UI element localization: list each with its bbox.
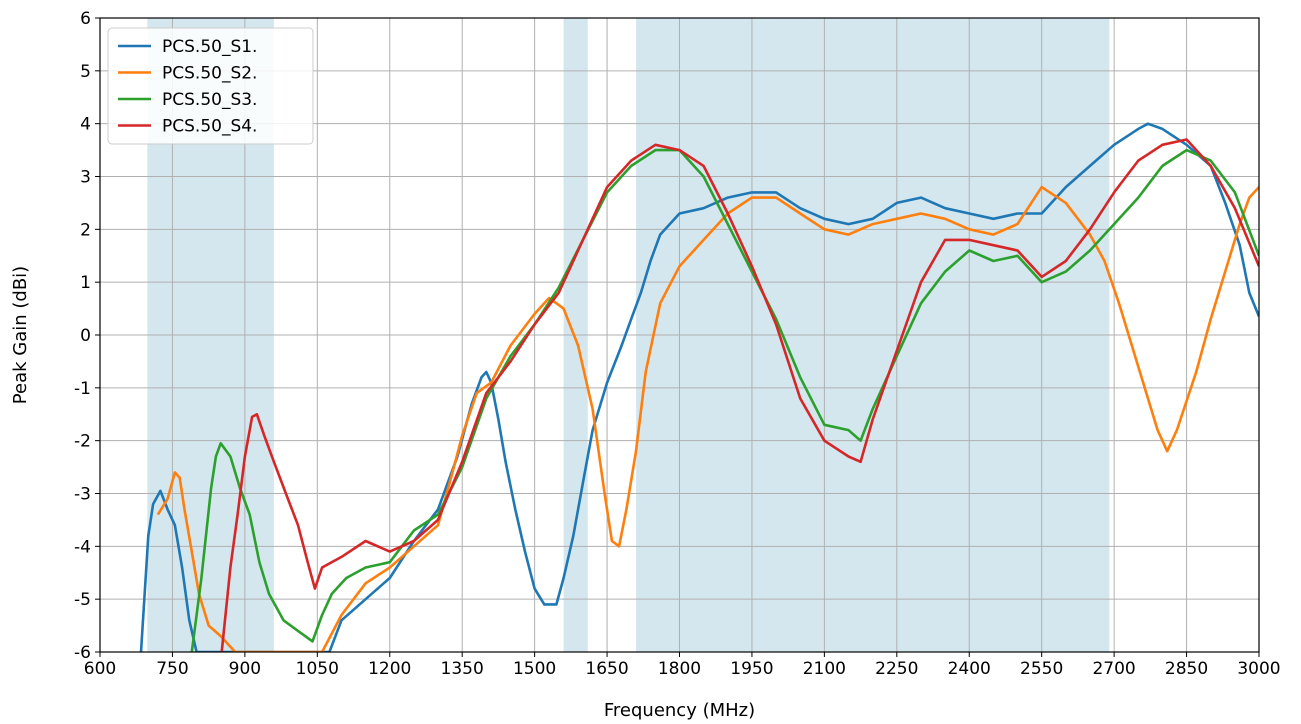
legend: PCS.50_S1. PCS.50_S2. PCS.50_S3. PCS.50_S4.: [107, 27, 314, 145]
x-tick-label: 1500: [513, 659, 556, 679]
series-line-3: [190, 148, 1259, 652]
y-tick-label: 6: [80, 9, 91, 29]
x-tick-label: 3000: [1237, 659, 1280, 679]
y-tick-label: -5: [74, 590, 91, 610]
legend-box: [107, 27, 314, 145]
y-tick-label: -4: [74, 537, 91, 557]
x-tick-label: 600: [84, 659, 116, 679]
y-tick-label: 1: [80, 273, 91, 293]
x-tick-label: 2700: [1092, 659, 1135, 679]
y-tick-label: 0: [80, 326, 91, 346]
x-tick-label: 1200: [368, 659, 411, 679]
y-tick-label: 4: [80, 115, 91, 135]
x-tick-label: 2100: [803, 659, 846, 679]
y-tick-label: -3: [74, 485, 91, 505]
x-tick-label: 1950: [730, 659, 773, 679]
x-axis-ticks: 600 750 900 1050 1200 1350 1500 1650 1800 1950 210…: [84, 652, 1281, 679]
x-tick-label: 750: [156, 659, 188, 679]
legend-entry: PCS.50_S2.: [162, 64, 257, 84]
x-tick-label: 1350: [441, 659, 484, 679]
legend-entry: PCS.50_S3.: [162, 90, 257, 110]
y-tick-label: -2: [74, 432, 91, 452]
y-tick-label: -1: [74, 379, 91, 399]
x-tick-label: 2850: [1165, 659, 1208, 679]
x-tick-label: 2250: [875, 659, 918, 679]
series-line-4: [220, 138, 1259, 652]
x-tick-label: 2550: [1020, 659, 1063, 679]
x-tick-label: 900: [229, 659, 261, 679]
y-tick-label: -6: [74, 643, 91, 663]
legend-entry: PCS.50_S4.: [162, 117, 257, 137]
x-tick-label: 2400: [948, 659, 991, 679]
y-tick-label: 2: [80, 220, 91, 240]
series-line-2: [156, 185, 1259, 652]
x-axis-label: Frequency (MHz): [604, 700, 755, 721]
x-tick-label: 1800: [658, 659, 701, 679]
y-axis-ticks: -6 -5 -4 -3 -2 -1 0 1 2 3 4 5 6: [74, 9, 100, 663]
series-line-1: [139, 122, 1259, 652]
series-lines: [139, 122, 1259, 652]
legend-entry: PCS.50_S1.: [162, 37, 257, 57]
x-tick-label: 1050: [296, 659, 339, 679]
y-tick-label: 3: [80, 168, 91, 188]
x-tick-label: 1650: [585, 659, 628, 679]
y-tick-label: 5: [80, 62, 91, 82]
y-axis-label: Peak Gain (dBi): [10, 266, 31, 404]
